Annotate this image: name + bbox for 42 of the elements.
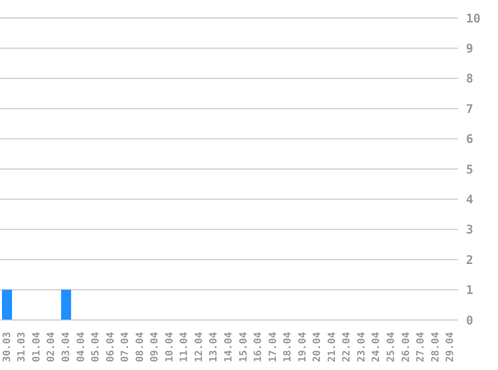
y-tick-label: 0 — [466, 313, 474, 328]
y-tick-label: 4 — [466, 192, 474, 206]
x-tick-label: 20.04 — [312, 332, 324, 362]
x-tick-label: 30.03 — [2, 332, 13, 362]
x-tick-label: 28.04 — [430, 332, 442, 362]
x-tick-label: 16.04 — [253, 332, 264, 362]
x-tick-label: 02.04 — [46, 332, 58, 362]
y-tick-label: 5 — [466, 162, 474, 176]
y-tick-label: 8 — [466, 72, 474, 86]
x-tick-label: 17.04 — [268, 332, 279, 362]
x-tick-label: 26.04 — [400, 332, 412, 362]
x-tick-label: 23.04 — [356, 332, 368, 362]
x-tick-label: 24.04 — [371, 332, 382, 362]
y-tick-label: 9 — [466, 41, 474, 56]
x-tick-label: 31.03 — [16, 332, 28, 362]
x-tick-label: 22.04 — [342, 332, 353, 362]
x-tick-label: 12.04 — [194, 332, 205, 362]
x-tick-label: 10.04 — [164, 332, 176, 362]
x-tick-label: 15.04 — [238, 332, 250, 362]
x-tick-label: 29.04 — [445, 332, 456, 362]
x-tick-label: 21.04 — [326, 332, 338, 362]
x-tick-label: 25.04 — [386, 332, 398, 362]
y-tick-label: 2 — [466, 252, 474, 267]
x-tick-label: 05.04 — [90, 332, 102, 362]
y-tick-label: 7 — [466, 102, 474, 116]
x-tick-label: 13.04 — [208, 332, 220, 362]
x-tick-label: 04.04 — [76, 332, 87, 362]
x-tick-label: 11.04 — [179, 332, 190, 362]
x-tick-label: 07.04 — [120, 332, 132, 362]
y-tick-label: 6 — [466, 132, 474, 146]
x-tick-label: 09.04 — [150, 332, 161, 362]
x-tick-label: 08.04 — [134, 332, 146, 362]
x-tick-label: 01.04 — [31, 332, 42, 362]
y-tick-label: 1 — [466, 283, 474, 298]
x-tick-label: 18.04 — [282, 332, 294, 362]
x-tick-label: 03.04 — [60, 332, 72, 362]
x-tick-label: 14.04 — [224, 332, 234, 362]
x-tick-label: 19.04 — [297, 332, 308, 362]
x-tick-label: 27.04 — [416, 332, 427, 362]
y-tick-label: 3 — [466, 222, 474, 237]
x-tick-label: 06.04 — [105, 332, 116, 362]
y-tick-label: 10 — [466, 11, 480, 26]
